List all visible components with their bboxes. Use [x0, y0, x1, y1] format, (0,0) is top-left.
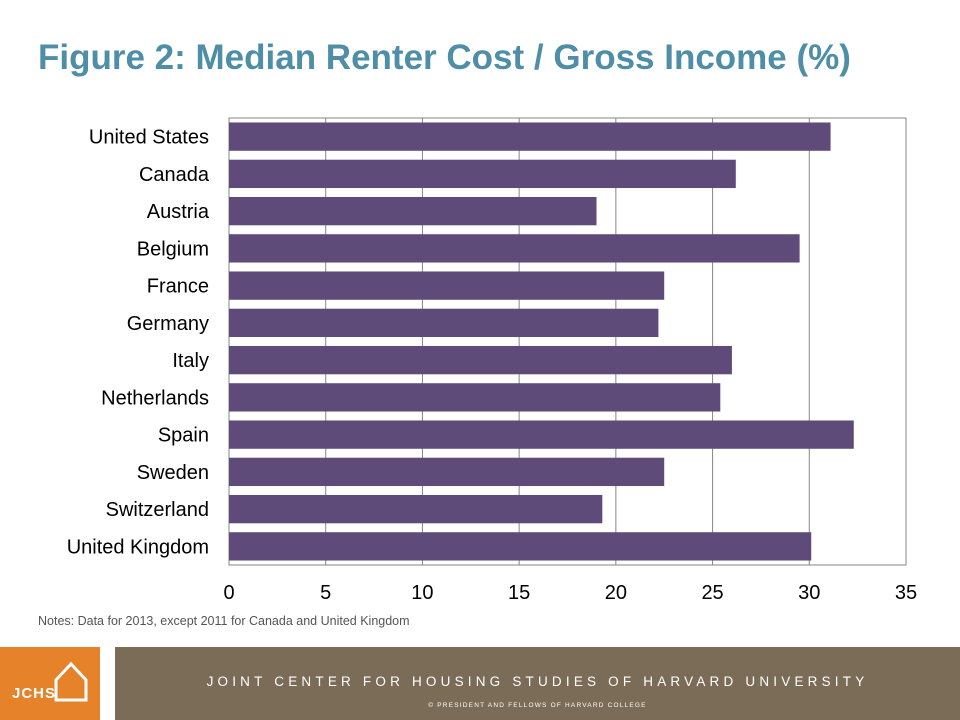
x-tick-label: 30	[798, 582, 820, 604]
bar	[229, 196, 597, 226]
category-label: Netherlands	[101, 387, 209, 409]
jchs-logo: JCHS	[0, 647, 100, 720]
x-tick-label: 5	[320, 582, 331, 604]
x-tick-label: 0	[223, 582, 234, 604]
footer: JCHS JOINT CENTER FOR HOUSING STUDIES OF…	[0, 647, 960, 720]
bar	[229, 345, 732, 375]
category-label: Switzerland	[106, 499, 209, 521]
footer-band: JOINT CENTER FOR HOUSING STUDIES OF HARV…	[115, 647, 960, 720]
category-label: Belgium	[137, 238, 209, 260]
category-label: Spain	[158, 425, 209, 447]
page-title: Figure 2: Median Renter Cost / Gross Inc…	[38, 38, 851, 77]
x-tick-label: 10	[411, 582, 433, 604]
category-label: Austria	[147, 201, 210, 223]
bar	[229, 308, 659, 338]
x-tick-label: 20	[605, 582, 627, 604]
category-label: Canada	[139, 164, 210, 186]
category-label: Italy	[172, 350, 209, 372]
bar	[229, 420, 854, 449]
bar	[229, 159, 736, 189]
category-label: Germany	[127, 313, 209, 335]
x-tick-label: 25	[701, 582, 723, 604]
category-label: United States	[89, 127, 209, 149]
chart-notes: Notes: Data for 2013, except 2011 for Ca…	[38, 614, 410, 628]
bar	[229, 383, 721, 412]
bar	[229, 532, 812, 561]
x-tick-label: 15	[508, 582, 530, 604]
category-label: France	[147, 276, 209, 298]
footer-copyright: © PRESIDENT AND FELLOWS OF HARVARD COLLE…	[428, 702, 647, 709]
category-label: Sweden	[137, 462, 209, 484]
bar	[229, 494, 603, 524]
logo-text: JCHS	[12, 685, 57, 702]
bar	[229, 234, 800, 263]
bar	[229, 122, 831, 151]
bar	[229, 457, 665, 487]
category-label: United Kingdom	[67, 536, 209, 558]
bar-chart: 0 5 10 15 20 25 30 35 United States Canada Austria…	[67, 117, 917, 604]
house-icon	[54, 661, 88, 702]
x-tick-label: 35	[895, 582, 917, 604]
plot-area	[228, 117, 907, 566]
bar	[229, 271, 665, 300]
footer-organization: JOINT CENTER FOR HOUSING STUDIES OF HARV…	[206, 674, 869, 689]
